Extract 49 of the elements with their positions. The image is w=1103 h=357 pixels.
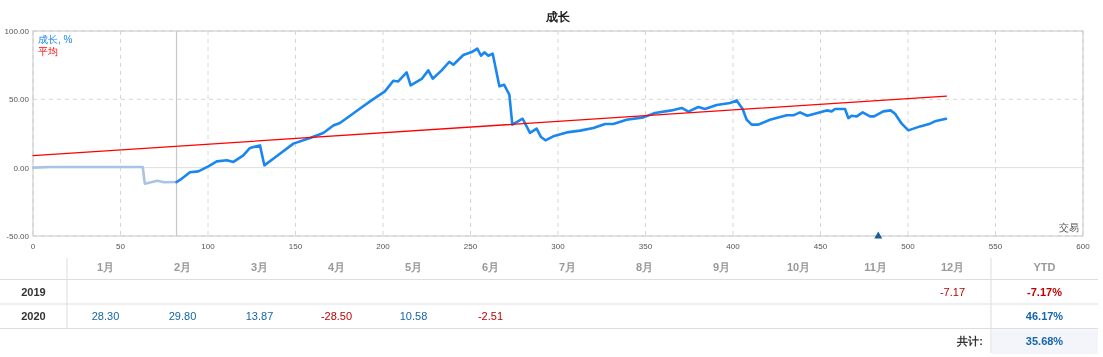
annotation: 共计: bbox=[956, 334, 983, 348]
y-tick-label: 0.00 bbox=[13, 163, 30, 173]
x-tick-label: 150 bbox=[288, 242, 303, 251]
x-tick-label: 2月 bbox=[173, 261, 192, 273]
x-tick-label: 5月 bbox=[404, 261, 423, 273]
x-tick-label: 0 bbox=[30, 242, 36, 251]
x-tick-label: 4月 bbox=[327, 261, 346, 273]
text: 平均 bbox=[38, 46, 58, 57]
chart-title: 成长 bbox=[545, 10, 571, 24]
x-axis-title: 交易 bbox=[1059, 222, 1079, 233]
line-series bbox=[175, 47, 948, 184]
x-tick-label: 7月 bbox=[558, 261, 577, 273]
x-tick-label: 350 bbox=[638, 242, 653, 251]
y-tick-label: 50.00 bbox=[8, 95, 30, 105]
y-tick-label: 100.00 bbox=[4, 27, 30, 36]
x-tick-label: 1月 bbox=[96, 261, 115, 273]
x-tick-label: 450 bbox=[813, 242, 828, 251]
x-tick-label: 600 bbox=[1076, 242, 1091, 251]
x-tick-label: YTD bbox=[1033, 261, 1056, 273]
y-tick-label: 2020 bbox=[21, 310, 46, 322]
x-tick-label: 12月 bbox=[940, 261, 965, 273]
line-series bbox=[31, 165, 178, 185]
x-tick-label: 8月 bbox=[635, 261, 654, 273]
x-tick-label: 9月 bbox=[712, 261, 731, 273]
data-label: -7.17% bbox=[1027, 285, 1063, 298]
x-tick-label: 550 bbox=[988, 242, 1003, 251]
data-label: -7.17 bbox=[939, 285, 966, 298]
x-tick-label: 6月 bbox=[481, 261, 500, 273]
text: 成长, % bbox=[38, 34, 73, 45]
annotation: 35.68% bbox=[1025, 334, 1064, 347]
data-label: 46.17% bbox=[1025, 310, 1064, 322]
data-label: 10.58 bbox=[399, 310, 428, 322]
x-tick-label: 500 bbox=[901, 242, 916, 251]
data-label: 29.80 bbox=[168, 310, 197, 322]
x-tick-label: 200 bbox=[376, 242, 391, 251]
x-tick-label: 3月 bbox=[250, 261, 269, 273]
data-label: -2.51 bbox=[477, 310, 504, 322]
data-label: 28.30 bbox=[91, 310, 120, 322]
x-tick-label: 100 bbox=[201, 242, 216, 251]
x-tick-label: 250 bbox=[463, 242, 478, 251]
x-tick-label: 400 bbox=[726, 242, 741, 251]
data-label: 13.87 bbox=[245, 310, 274, 322]
x-tick-label: 50 bbox=[116, 242, 126, 251]
x-tick-label: 11月 bbox=[864, 261, 887, 273]
y-tick-label: 2019 bbox=[21, 285, 46, 298]
x-tick-label: 300 bbox=[551, 242, 566, 251]
data-label: -28.50 bbox=[320, 310, 353, 322]
x-tick-label: 10月 bbox=[786, 261, 811, 273]
y-tick-label: -50.00 bbox=[6, 232, 30, 241]
